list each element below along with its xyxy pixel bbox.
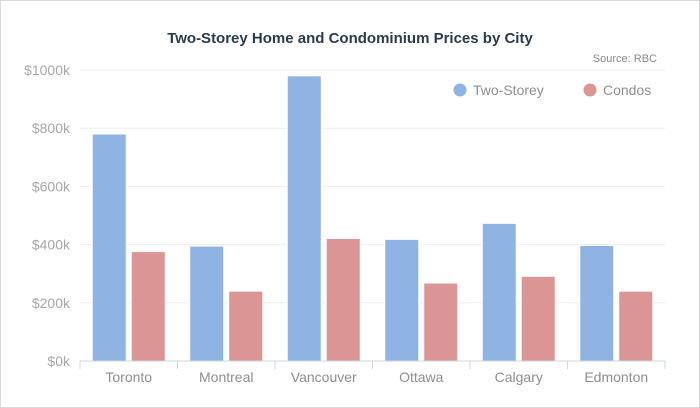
x-tick-label: Ottawa (399, 369, 444, 385)
bars (91, 75, 654, 362)
bar-two-storey-calgary (481, 222, 517, 362)
bar-two-storey-ottawa (384, 238, 420, 362)
chart-title: Two-Storey Home and Condominium Prices b… (167, 30, 533, 47)
y-tick-label: $800k (32, 120, 71, 136)
x-axis: Toronto Montreal Vancouver Ottawa Calgary Edm… (79, 360, 666, 385)
legend-marker (453, 83, 467, 97)
chart-source: Source: RBC (592, 53, 657, 65)
bar-condos-calgary (520, 275, 556, 362)
bar-two-storey-vancouver (286, 75, 322, 362)
legend: Two-Storey Condos (453, 82, 651, 98)
y-tick-label: $400k (32, 237, 71, 253)
bar-condos-toronto (130, 251, 166, 362)
x-tick-label: Edmonton (584, 369, 648, 385)
bar-condos-vancouver (325, 237, 361, 362)
legend-label: Two-Storey (473, 82, 544, 98)
legend-item-two-storey: Two-Storey (453, 82, 544, 98)
x-tick-label: Montreal (199, 369, 253, 385)
x-tick-label: Toronto (105, 369, 152, 385)
bar-condos-ottawa (423, 282, 459, 362)
bar-two-storey-toronto (91, 133, 127, 362)
bar-two-storey-edmonton (579, 244, 615, 362)
legend-marker (583, 83, 597, 97)
y-tick-label: $1000k (24, 62, 71, 78)
x-tick-label: Vancouver (291, 369, 357, 385)
bar-condos-edmonton (618, 290, 654, 362)
y-tick-label: $600k (32, 178, 71, 194)
legend-item-condos: Condos (583, 82, 651, 98)
legend-label: Condos (603, 82, 651, 98)
grid-lines (80, 69, 665, 304)
y-tick-label: $200k (32, 295, 71, 311)
y-axis: $0k $200k $400k $600k $800k $1000k (24, 62, 71, 369)
bar-two-storey-montreal (189, 245, 225, 362)
y-tick-label: $0k (47, 353, 71, 369)
bar-condos-montreal (228, 290, 264, 362)
x-tick-label: Calgary (495, 369, 543, 385)
